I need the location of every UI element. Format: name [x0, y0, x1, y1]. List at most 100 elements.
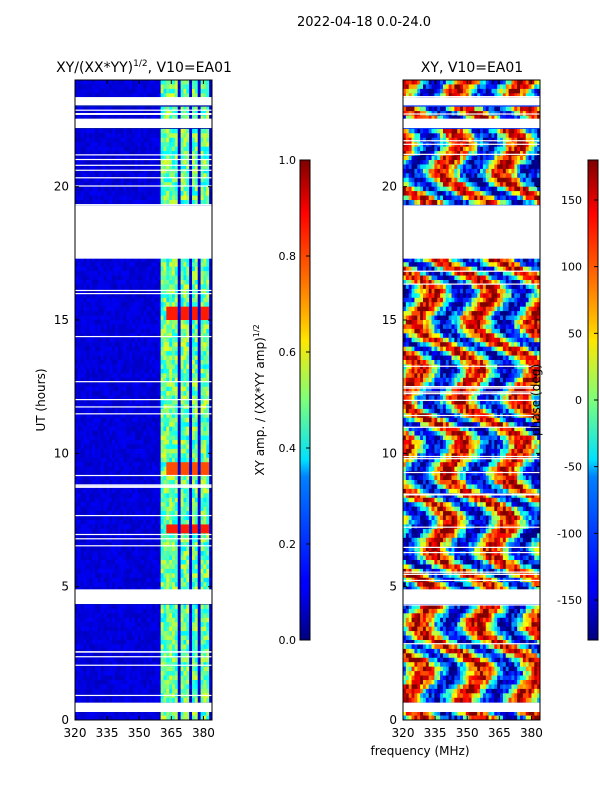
left-heatmap-cell: [117, 195, 122, 201]
left-heatmap-cell: [146, 466, 150, 472]
left-heatmap-cell: [129, 133, 133, 139]
left-heatmap-cell: [209, 88, 212, 94]
left-heatmap-cell: [97, 475, 102, 481]
left-heatmap-cell: [80, 351, 84, 356]
left-heatmap-cell: [103, 337, 107, 343]
left-heatmap-cell: [83, 364, 87, 370]
left-heatmap-cell: [200, 342, 204, 348]
left-heatmap-cell: [75, 528, 79, 534]
left-heatmap-cell: [97, 386, 102, 392]
left-heatmap-cell: [186, 328, 190, 334]
left-heatmap-cell: [169, 528, 173, 534]
left-heatmap-cell: [86, 417, 90, 423]
left-heatmap-cell: [140, 497, 144, 503]
left-heatmap-cell: [134, 435, 139, 441]
left-heatmap-cell: [152, 466, 156, 472]
left-heatmap-cell: [157, 160, 162, 165]
left-heatmap-cell: [83, 431, 87, 436]
left-heatmap-cell: [97, 448, 102, 454]
left-heatmap-cell: [206, 182, 210, 188]
left-heatmap-cell: [160, 373, 164, 379]
left-heatmap-cell: [120, 533, 124, 539]
left-heatmap-cell: [97, 497, 102, 503]
left-heatmap-cell: [163, 386, 167, 392]
left-heatmap-cell: [103, 106, 107, 112]
left-heatmap-cell: [209, 426, 212, 432]
left-heatmap-cell: [134, 542, 139, 548]
left-heatmap-cell: [80, 515, 84, 521]
left-heatmap-cell: [149, 462, 153, 468]
left-heatmap-cell: [152, 520, 156, 525]
left-heatmap-cell: [117, 320, 122, 325]
left-heatmap-cell: [100, 306, 104, 312]
left-heatmap-cell: [123, 497, 127, 503]
left-heatmap-cell: [206, 502, 210, 508]
left-heatmap-cell: [137, 191, 142, 196]
left-heatmap-cell: [126, 88, 130, 94]
left-heatmap-cell: [194, 262, 199, 268]
left-heatmap-cell: [80, 200, 84, 205]
left-heatmap-cell: [100, 288, 104, 294]
left-heatmap-cell: [132, 364, 136, 370]
left-heatmap-cell: [146, 453, 150, 459]
left-heatmap-cell: [192, 457, 196, 463]
left-heatmap-cell: [134, 497, 139, 503]
left-heatmap-cell: [92, 435, 96, 441]
left-heatmap-cell: [200, 257, 204, 263]
left-heatmap-cell: [112, 173, 116, 179]
left-heatmap-cell: [183, 511, 187, 516]
left-heatmap-cell: [180, 408, 184, 414]
left-heatmap-cell: [106, 462, 110, 468]
left-heatmap-cell: [183, 426, 187, 432]
left-heatmap-cell: [209, 528, 212, 534]
left-heatmap-cell: [103, 417, 107, 423]
left-heatmap-cell: [183, 408, 187, 414]
left-heatmap-cell: [103, 195, 107, 201]
left-heatmap-cell: [97, 168, 102, 174]
left-heatmap-cell: [129, 173, 133, 179]
left-heatmap-cell: [160, 182, 164, 188]
left-heatmap-cell: [166, 453, 170, 459]
left-heatmap-cell: [192, 493, 196, 499]
left-heatmap-cell: [143, 93, 147, 99]
left-heatmap-cell: [83, 168, 87, 174]
left-heatmap-cell: [183, 128, 187, 134]
left-heatmap-cell: [123, 377, 127, 383]
left-heatmap-cell: [143, 613, 147, 619]
left-heatmap-cell: [83, 568, 87, 574]
left-heatmap-cell: [160, 200, 164, 205]
left-heatmap-cell: [134, 386, 139, 392]
left-heatmap-cell: [160, 577, 164, 583]
left-heatmap-cell: [197, 115, 201, 121]
left-heatmap-cell: [77, 315, 82, 321]
left-heatmap-cell: [137, 502, 142, 508]
left-heatmap-cell: [92, 453, 96, 459]
left-heatmap-cell: [172, 520, 176, 525]
left-heatmap-cell: [123, 448, 127, 454]
left-heatmap-cell: [80, 604, 84, 610]
left-heatmap-cell: [172, 164, 176, 170]
left-heatmap-cell: [206, 320, 210, 325]
left-heatmap-cell: [134, 315, 139, 321]
left-heatmap-cell: [92, 431, 96, 436]
left-heatmap-cell: [123, 200, 127, 205]
left-heatmap-cell: [194, 582, 199, 588]
left-heatmap-cell: [103, 546, 107, 552]
left-heatmap-cell: [152, 293, 156, 299]
left-heatmap-cell: [92, 160, 96, 165]
left-heatmap-cell: [140, 315, 144, 321]
left-heatmap-cell: [189, 320, 193, 325]
left-heatmap-cell: [174, 568, 179, 574]
left-heatmap-cell: [114, 568, 119, 574]
left-heatmap-cell: [100, 133, 104, 139]
left-heatmap-cell: [132, 186, 136, 192]
left-heatmap-cell: [83, 537, 87, 543]
left-heatmap-cell: [209, 604, 212, 610]
left-heatmap-cell: [117, 497, 122, 503]
left-heatmap-cell: [166, 364, 170, 370]
left-heatmap-cell: [92, 520, 96, 525]
left-heatmap-cell: [83, 546, 87, 552]
left-heatmap-cell: [157, 275, 162, 281]
left-heatmap-cell: [180, 524, 184, 530]
left-heatmap-cell: [180, 426, 184, 432]
